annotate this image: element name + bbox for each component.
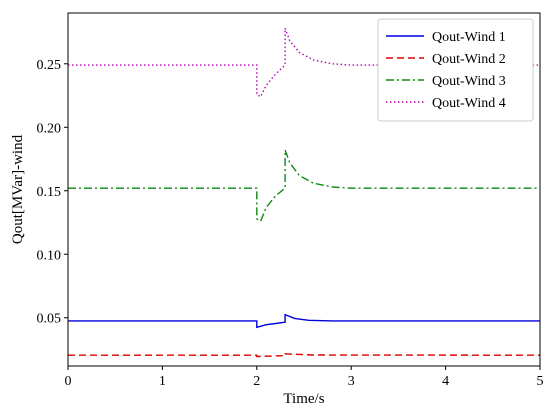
series-line-1 bbox=[68, 313, 540, 329]
plot-lines bbox=[68, 27, 541, 358]
y-axis-ticks: 0.05 0.10 0.15 0.20 0.25 bbox=[37, 58, 68, 327]
series-line-4 bbox=[68, 27, 540, 98]
legend-label-4: Qout-Wind 4 bbox=[432, 96, 506, 111]
legend-box bbox=[377, 18, 534, 122]
x-tick-label: 0 bbox=[65, 374, 72, 389]
legend: Qout-Wind 1 Qout-Wind 2 Qout-Wind 3 Qout-Wi… bbox=[377, 18, 534, 122]
x-tick-label: 5 bbox=[537, 374, 544, 389]
series-line-3 bbox=[68, 149, 540, 223]
x-tick-label: 3 bbox=[348, 374, 355, 389]
x-tick-label: 1 bbox=[159, 374, 166, 389]
series-line-2 bbox=[68, 353, 541, 358]
legend-label-2: Qout-Wind 2 bbox=[432, 52, 506, 67]
x-axis-label: Time/s bbox=[283, 391, 324, 407]
y-tick-label: 0.20 bbox=[37, 121, 62, 136]
x-tick-label: 2 bbox=[253, 374, 260, 389]
x-tick-label: 4 bbox=[442, 374, 449, 389]
legend-label-1: Qout-Wind 1 bbox=[432, 30, 506, 45]
y-tick-label: 0.10 bbox=[37, 248, 62, 263]
legend-label-3: Qout-Wind 3 bbox=[432, 74, 506, 89]
y-tick-label: 0.05 bbox=[37, 312, 62, 327]
x-axis-ticks: 0 1 2 3 4 5 bbox=[65, 366, 544, 389]
y-tick-label: 0.15 bbox=[37, 185, 62, 200]
y-axis-label: Qout[MVar]-wind bbox=[10, 134, 26, 244]
plot-frame bbox=[67, 12, 541, 367]
y-tick-label: 0.25 bbox=[37, 58, 62, 73]
